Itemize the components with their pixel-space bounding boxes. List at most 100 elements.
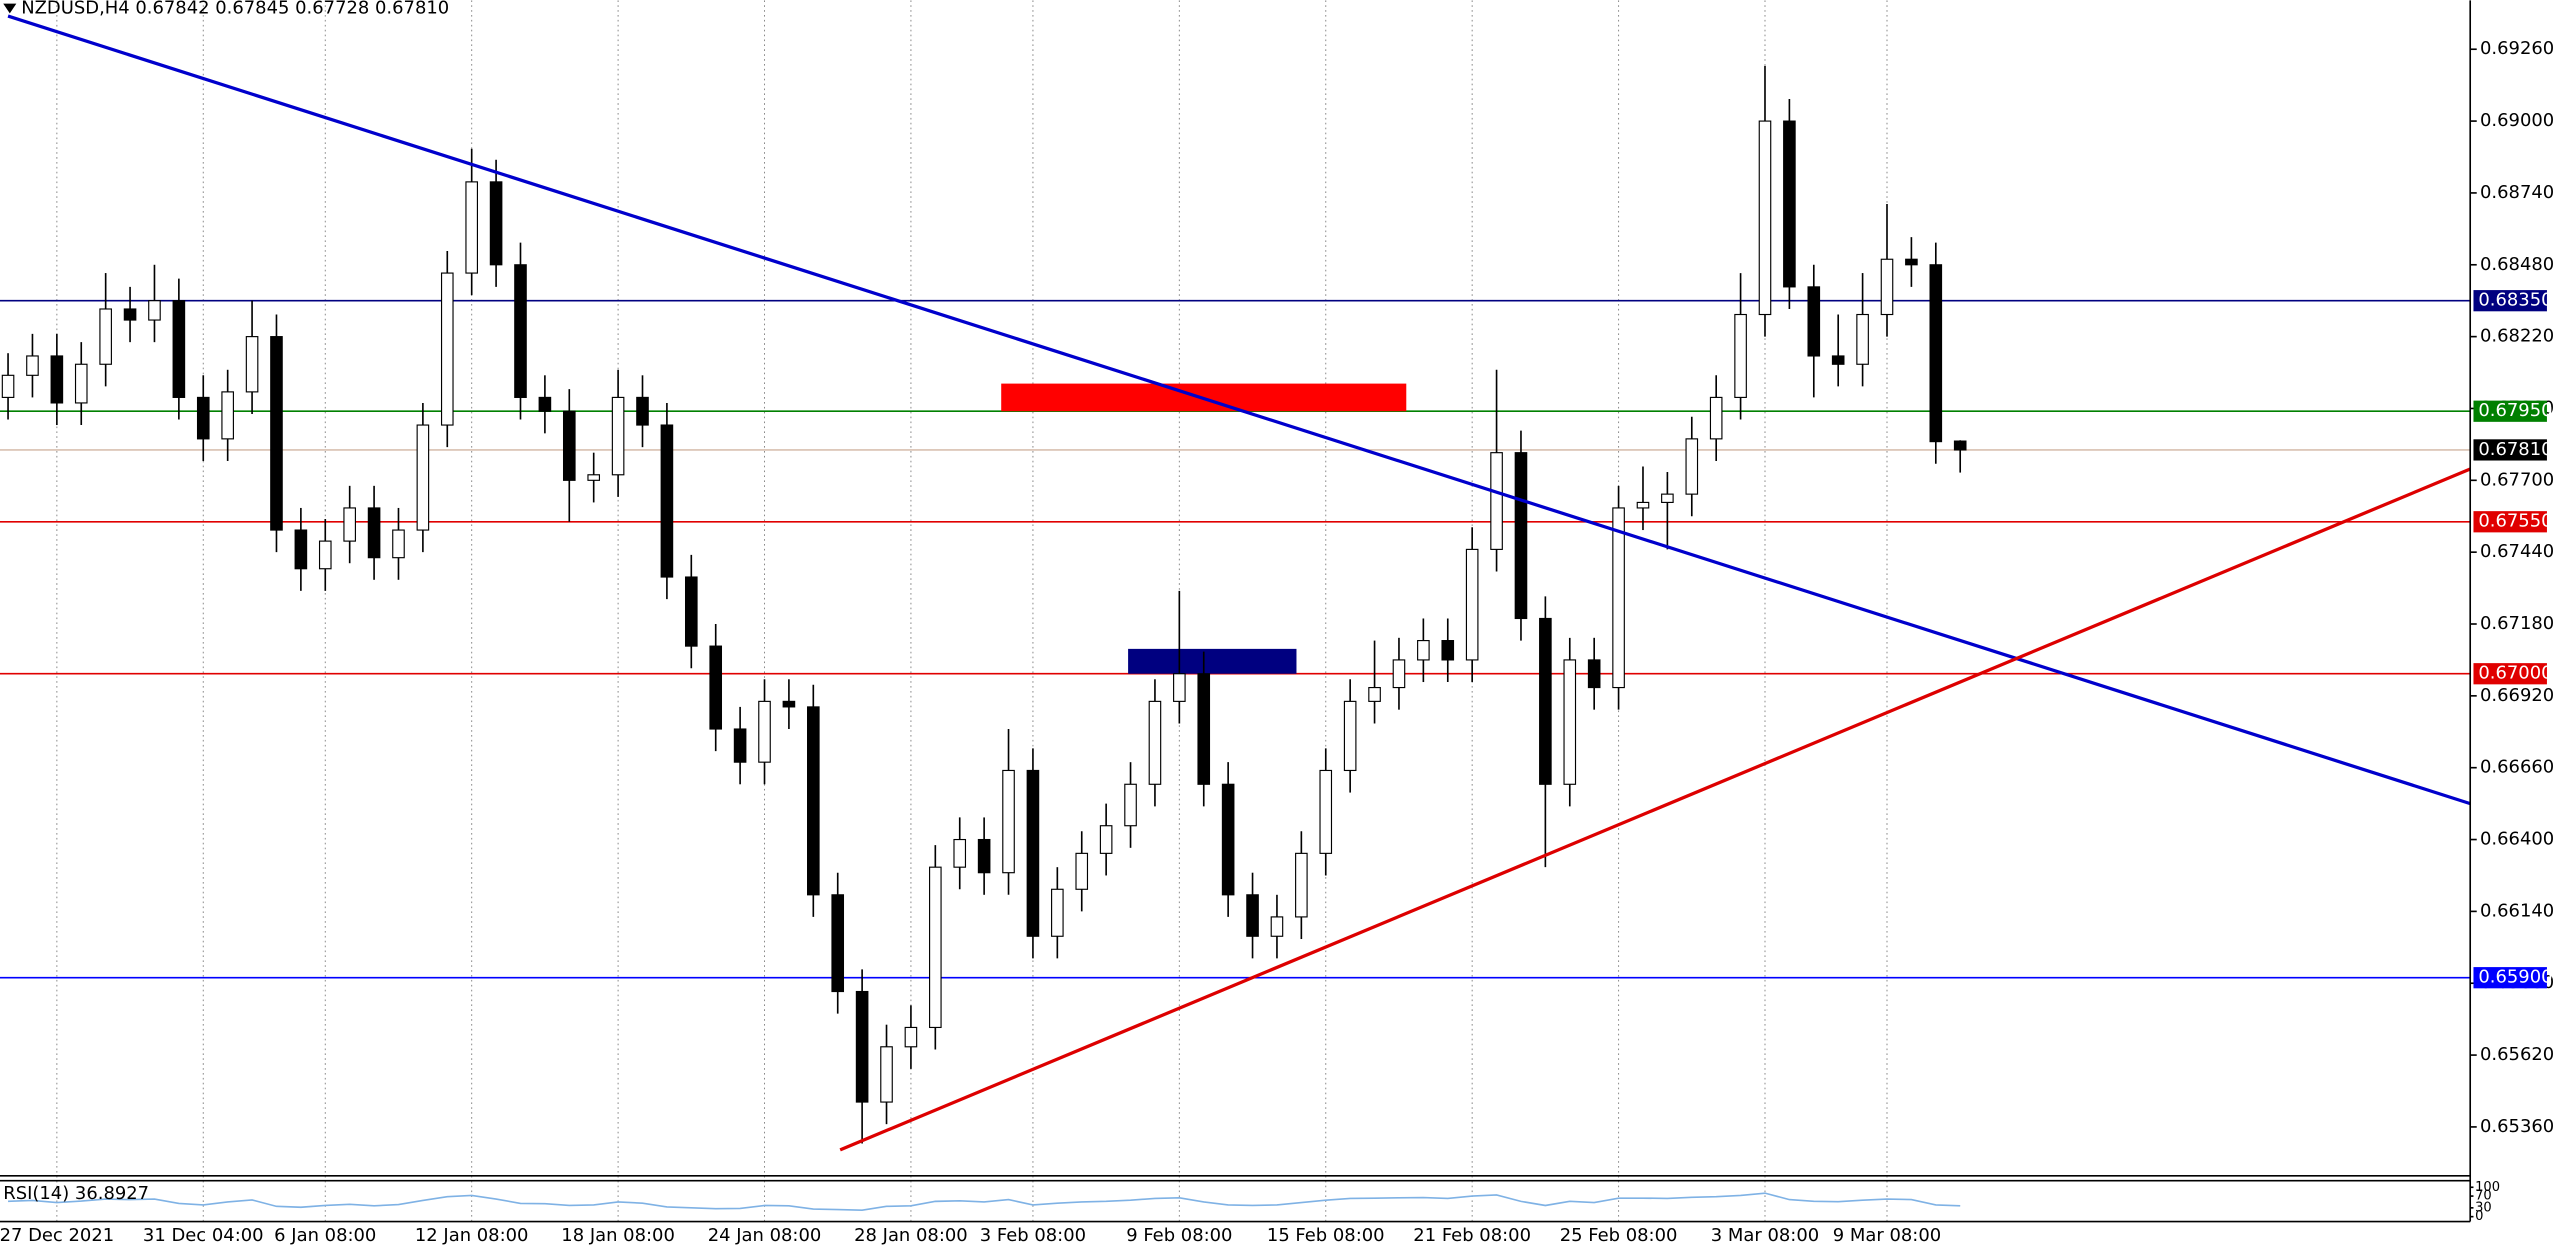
candle-body <box>1148 700 1162 785</box>
candle-body <box>880 1046 893 1103</box>
candle-body <box>1197 673 1211 785</box>
price-tag <box>2473 290 2547 312</box>
candle-body <box>977 838 991 874</box>
candle-body <box>1075 852 1089 890</box>
candle-body <box>1612 507 1625 689</box>
candle-body <box>1124 783 1137 827</box>
candle-body <box>1831 355 1845 365</box>
candle-body <box>1563 659 1577 785</box>
x-tick-label: 3 Mar 08:00 <box>1711 1225 1819 1246</box>
candle-body <box>514 264 527 398</box>
candle-body <box>1856 313 1869 365</box>
candle-body <box>489 181 503 266</box>
y-tick-label: 0.66920 <box>2480 685 2554 706</box>
candle-body <box>1539 617 1552 785</box>
candle-body <box>684 576 698 647</box>
candle-body <box>1368 686 1381 702</box>
candle-body <box>1880 258 1894 316</box>
candle-body <box>1246 894 1259 937</box>
candle-body <box>1905 258 1918 266</box>
x-tick-label: 18 Jan 08:00 <box>561 1225 675 1246</box>
rsi-line <box>8 1192 1961 1212</box>
zone <box>1128 648 1297 674</box>
x-tick-label: 27 Dec 2021 <box>0 1225 114 1246</box>
x-tick-label: 25 Feb 08:00 <box>1560 1225 1678 1246</box>
candle-body <box>1514 452 1528 620</box>
candle-body <box>50 355 64 404</box>
rsi-tick-label: 30 <box>2475 1200 2492 1215</box>
y-tick-label: 0.68740 <box>2480 182 2554 203</box>
menu-icon[interactable] <box>3 3 17 14</box>
candle-body <box>318 540 332 570</box>
candle-body <box>587 474 601 481</box>
candle-body <box>1636 501 1650 509</box>
price-tag <box>2473 663 2547 685</box>
candle-body <box>1929 264 1943 443</box>
candle-body <box>807 706 820 896</box>
candle-body <box>855 990 869 1103</box>
candle-body <box>1734 313 1747 398</box>
y-tick-label: 0.66660 <box>2480 757 2554 778</box>
candle-body <box>270 336 283 531</box>
candle-body <box>343 507 356 542</box>
candle-body <box>392 529 405 559</box>
rsi-label: RSI(14) 36.8927 <box>3 1183 149 1204</box>
price-tag-label: 0.67950 <box>2478 400 2552 421</box>
y-tick-label: 0.69260 <box>2480 38 2554 59</box>
candle-body <box>1758 120 1772 316</box>
price-tag-label: 0.65900 <box>2478 967 2552 988</box>
candle-body <box>1051 888 1064 937</box>
price-tag-label: 0.67810 <box>2478 439 2552 460</box>
price-tag <box>2473 967 2547 989</box>
candle-body <box>123 308 137 321</box>
candle-body <box>1441 640 1455 661</box>
candle-body <box>1295 852 1308 918</box>
x-tick-label: 28 Jan 08:00 <box>854 1225 968 1246</box>
y-tick-label: 0.69000 <box>2480 110 2554 131</box>
price-tag <box>2473 400 2547 422</box>
candle-body <box>1392 659 1406 689</box>
y-tick-label: 0.66400 <box>2480 829 2554 850</box>
candle-body <box>1319 769 1333 854</box>
y-tick-label: 0.66140 <box>2480 900 2554 921</box>
y-tick-label: 0.68220 <box>2480 326 2554 347</box>
x-tick-label: 6 Jan 08:00 <box>274 1225 376 1246</box>
candle-body <box>1587 659 1601 689</box>
candle-body <box>611 396 625 476</box>
candle-body <box>245 336 259 393</box>
y-tick-label: 0.67440 <box>2480 541 2554 562</box>
candle-body <box>1807 286 1821 357</box>
price-tag-label: 0.67000 <box>2478 663 2552 684</box>
candle-body <box>1 374 15 398</box>
rsi-tick-label: 70 <box>2475 1189 2492 1204</box>
rsi-tick-label: 0 <box>2475 1209 2483 1224</box>
candle-body <box>929 866 942 1029</box>
x-tick-label: 31 Dec 04:00 <box>143 1225 264 1246</box>
candle-body <box>1465 548 1479 661</box>
candle-body <box>1709 396 1723 440</box>
price-tag <box>2473 511 2547 533</box>
x-tick-label: 24 Jan 08:00 <box>708 1225 822 1246</box>
candle-body <box>367 507 381 559</box>
candle-body <box>440 272 454 426</box>
candle-body <box>1221 783 1235 896</box>
candle-body <box>953 838 967 868</box>
candle-body <box>758 700 771 763</box>
x-tick-label: 12 Jan 08:00 <box>415 1225 529 1246</box>
y-tick-label: 0.67180 <box>2480 613 2554 634</box>
candle-body <box>26 355 39 376</box>
candle-body <box>416 424 430 531</box>
candle-body <box>1002 769 1015 874</box>
rsi-tick-label: 100 <box>2475 1180 2500 1195</box>
candle-body <box>904 1026 918 1048</box>
candle-body <box>733 728 747 763</box>
price-tag-label: 0.68350 <box>2478 290 2552 311</box>
candle-body <box>636 396 649 426</box>
candle-body <box>99 308 112 365</box>
candle-body <box>538 396 552 412</box>
candle-body <box>709 645 723 730</box>
candle-body <box>1685 438 1699 495</box>
candle-body <box>196 396 210 440</box>
